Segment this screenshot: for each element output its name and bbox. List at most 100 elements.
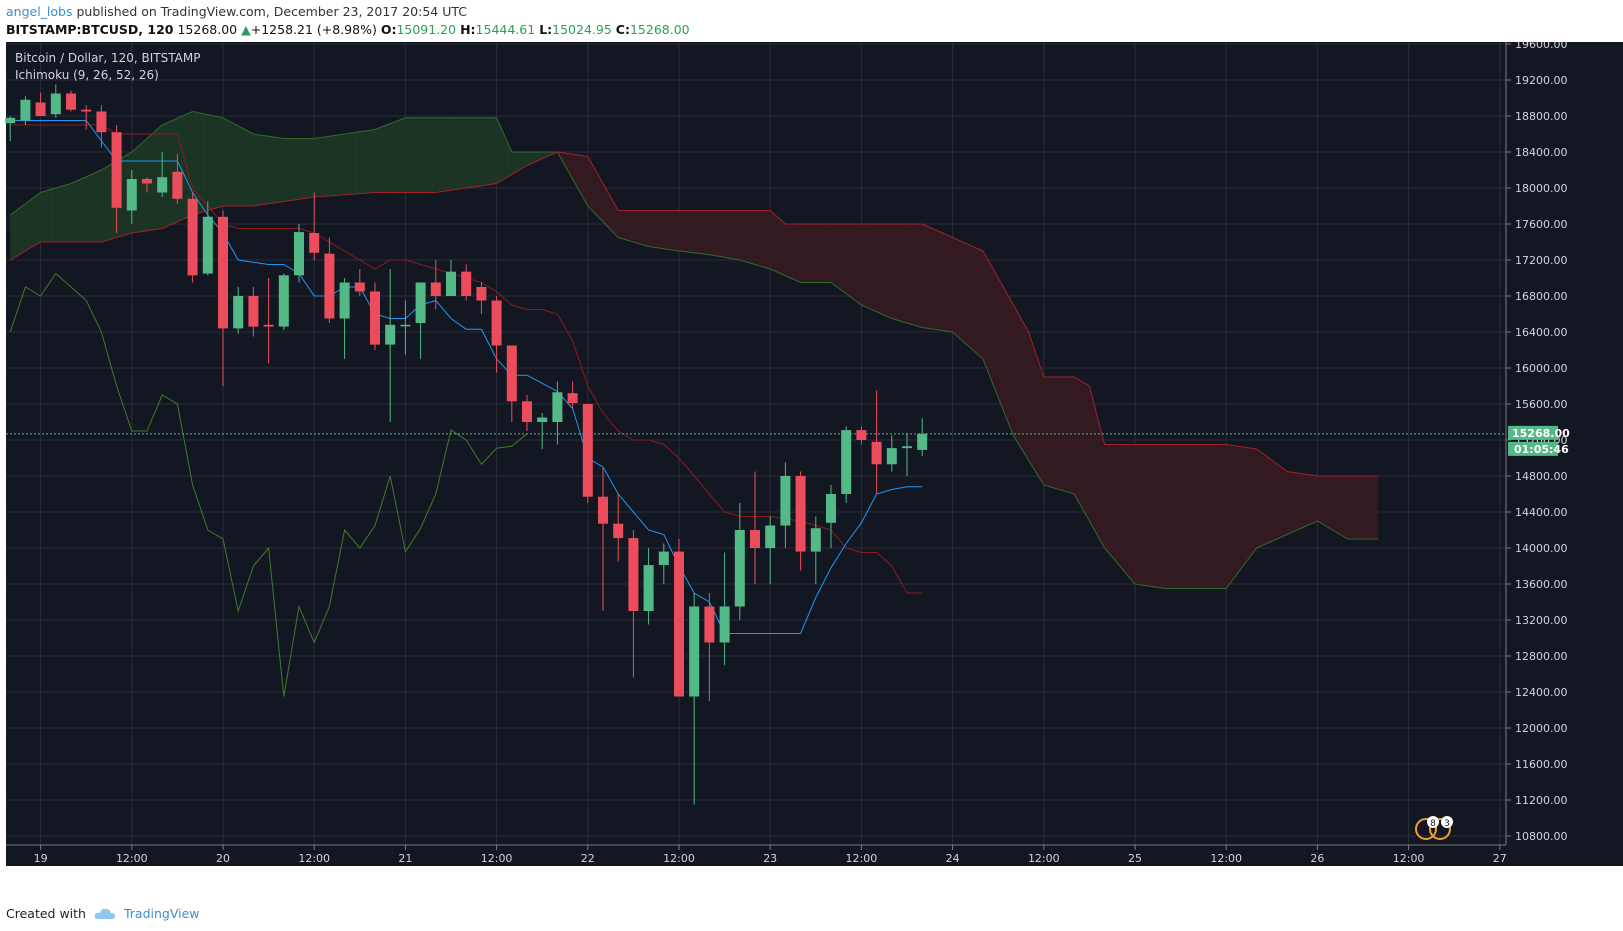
cloud-segment <box>1226 444 1234 589</box>
senkou-span-a-line <box>9 110 1379 589</box>
cloud-segment <box>1241 446 1249 569</box>
tradingview-link[interactable]: TradingView <box>123 906 200 921</box>
x-tick-label: 26 <box>1310 852 1324 865</box>
candle-body <box>324 253 335 319</box>
badge-count: 3 <box>1444 819 1450 829</box>
cloud-segment <box>641 210 649 247</box>
y-tick-label: 16400.00 <box>1515 326 1568 339</box>
time-axis-background[interactable] <box>6 845 1623 866</box>
cloud-segment <box>1332 476 1341 535</box>
y-tick-label: 12800.00 <box>1515 650 1568 663</box>
y-tick-label: 18400.00 <box>1515 146 1568 159</box>
cloud-segment <box>33 192 41 247</box>
x-tick-label: 20 <box>216 852 230 865</box>
candle-body <box>902 446 912 449</box>
y-tick-label: 18800.00 <box>1515 110 1568 123</box>
cloud-segment <box>230 121 239 206</box>
cloud-segment <box>291 138 299 201</box>
cloud-segment <box>1233 445 1242 579</box>
cloud-segment <box>329 135 337 196</box>
cloud-segment <box>603 183 611 230</box>
y-tick-label: 15600.00 <box>1515 398 1568 411</box>
cloud-segment <box>823 224 831 283</box>
cloud-segment <box>527 152 535 166</box>
price-axis[interactable]: 19600.00 19200.00 18800.00 18400.00 18000.00… <box>1505 42 1570 845</box>
cloud-segment <box>656 210 664 249</box>
cloud-segment <box>1355 476 1363 539</box>
open-label: O: <box>380 22 397 37</box>
cloud-segment <box>808 224 816 283</box>
cloud-segment <box>952 237 961 339</box>
candle-body <box>567 393 578 404</box>
cloud-segment <box>451 117 459 191</box>
cloud-segment <box>207 114 216 211</box>
cloud-segment <box>139 138 147 232</box>
candle-body <box>233 296 244 329</box>
chart-canvas[interactable]: 19600.00 19200.00 18800.00 18400.00 18000.00… <box>0 42 1623 894</box>
ichimoku-lines <box>6 110 1506 697</box>
cloud-segment <box>663 210 672 250</box>
candle-body <box>187 198 198 276</box>
cloud-segment <box>299 138 307 200</box>
x-tick-label: 21 <box>398 852 412 865</box>
tradingview-cloud-icon <box>94 908 115 919</box>
author-link[interactable]: angel_lobs <box>6 4 73 19</box>
y-tick-label: 17200.00 <box>1515 254 1568 267</box>
candle-body <box>20 99 31 121</box>
cloud-segment <box>701 210 710 255</box>
candle-body <box>248 296 259 327</box>
y-tick-label: 11600.00 <box>1515 758 1568 771</box>
cloud-segment <box>306 138 315 199</box>
candle-body <box>750 530 760 548</box>
cloud-segment <box>1127 444 1135 584</box>
cloud-segment <box>838 224 847 294</box>
cloud-segment <box>200 113 208 213</box>
x-tick-label: 12:00 <box>663 852 695 865</box>
cloud-segment <box>48 188 56 242</box>
cloud-segment <box>1264 454 1272 545</box>
candle-body <box>35 102 46 116</box>
candle-body <box>339 282 350 319</box>
x-tick-label: 12:00 <box>846 852 878 865</box>
x-tick-label: 12:00 <box>116 852 148 865</box>
x-tick-label: 12:00 <box>1393 852 1425 865</box>
candle-body <box>81 109 92 112</box>
cloud-segment <box>717 210 725 258</box>
cloud-segment <box>1317 476 1325 526</box>
candle-body <box>582 404 593 497</box>
cloud-segment <box>1294 472 1303 532</box>
tenkan-sen-line <box>10 120 923 634</box>
cloud-segment <box>261 135 269 205</box>
cloud-segment <box>413 117 421 193</box>
cloud-segment <box>777 217 786 276</box>
cloud-segment <box>337 134 345 196</box>
candle-body <box>126 179 137 211</box>
cloud-segment <box>1165 444 1173 589</box>
candle-body <box>506 345 517 402</box>
last-price: 15268.00 <box>177 22 238 37</box>
cloud-segment <box>967 244 976 353</box>
cloud-segment <box>1074 377 1082 508</box>
time-axis[interactable]: 19 12:00 20 12:00 21 12:00 22 12:00 23 12:00 24 12:… <box>6 844 1507 865</box>
y-tick-label: 18000.00 <box>1515 182 1568 195</box>
cloud-segment <box>245 129 254 206</box>
cloud-segment <box>572 154 581 193</box>
y-tick-label: 10800.00 <box>1515 830 1568 843</box>
candle-body <box>917 433 928 450</box>
badge-circle <box>1427 816 1439 828</box>
cloud-segment <box>815 224 824 283</box>
candle-body <box>111 132 122 208</box>
cloud-segment <box>633 210 641 245</box>
cloud-segment <box>694 210 702 254</box>
cloud-segment <box>1256 449 1265 548</box>
cloud-segment <box>755 210 763 267</box>
cloud-segment <box>25 198 33 251</box>
cloud-segment <box>846 224 854 300</box>
candle-body <box>142 179 152 184</box>
candle-body <box>856 430 867 440</box>
candle-body <box>613 523 624 539</box>
candle-body <box>461 271 472 296</box>
candle-body <box>537 417 548 422</box>
cloud-segment <box>435 117 444 193</box>
